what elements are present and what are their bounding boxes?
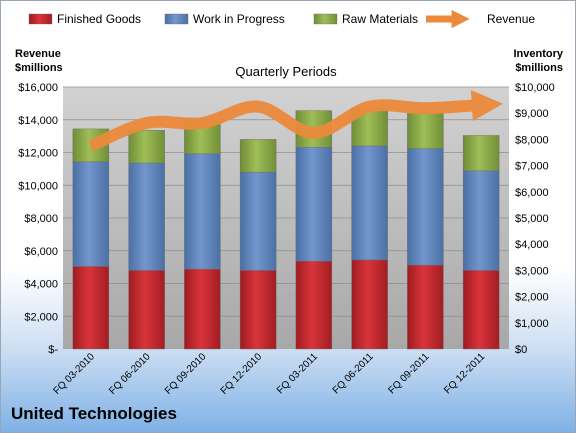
x-tick-label: FQ 09-2011 <box>387 351 432 396</box>
bar-work-in-progress <box>128 162 165 271</box>
right-tick-label: $5,000 <box>515 213 549 225</box>
right-axis-title-line2: $millions <box>515 62 563 74</box>
left-tick-label: $- <box>48 344 58 356</box>
x-tick-label: FQ 03-2011 <box>275 351 320 396</box>
right-tick-label: $3,000 <box>515 265 549 277</box>
left-tick-label: $14,000 <box>18 115 58 127</box>
bar-finished-goods <box>72 266 110 350</box>
left-tick-label: $2,000 <box>24 311 58 323</box>
bar-raw-materials <box>128 130 165 164</box>
bar-finished-goods <box>462 270 500 350</box>
right-tick-label: $9,000 <box>515 108 549 120</box>
bar-finished-goods <box>128 270 165 350</box>
left-tick-label: $10,000 <box>18 180 58 192</box>
bar-finished-goods <box>184 268 221 350</box>
left-tick-label: $4,000 <box>24 279 58 291</box>
left-axis-title-line2: $millions <box>15 62 63 74</box>
bar-finished-goods <box>239 270 277 350</box>
x-axis-labels: FQ 03-2010 FQ 06-2010 FQ 09-2010 FQ 12-2010… <box>51 351 487 397</box>
legend-label: Finished Goods <box>57 12 141 26</box>
bar-finished-goods <box>407 264 444 350</box>
bar-work-in-progress <box>72 161 110 267</box>
left-tick-label: $6,000 <box>24 246 58 258</box>
right-tick-label: $10,000 <box>515 82 555 94</box>
x-tick-label: FQ 12-2010 <box>219 351 265 397</box>
left-axis-title-line1: Revenue <box>15 48 61 60</box>
bar-finished-goods <box>351 259 388 350</box>
legend-label: Raw Materials <box>342 12 418 26</box>
right-axis-title-line1: Inventory <box>513 48 563 60</box>
right-tick-label: $1,000 <box>515 318 549 330</box>
legend-swatch-work-in-progress <box>164 13 189 25</box>
bar-work-in-progress <box>184 153 221 270</box>
company-name: United Technologies <box>11 404 177 423</box>
bar-work-in-progress <box>462 170 500 271</box>
bar-raw-materials <box>407 111 444 149</box>
right-tick-label: $0 <box>515 344 527 356</box>
revenue-line <box>88 89 503 152</box>
right-axis-ticks: $10,000 $9,000 $8,000 $7,000 $6,000 $5,000 $4,… <box>515 82 555 356</box>
right-tick-label: $6,000 <box>515 187 549 199</box>
bar-raw-materials <box>462 135 500 172</box>
chart-subtitle: Quarterly Periods <box>235 64 337 79</box>
right-tick-label: $8,000 <box>515 134 549 146</box>
left-tick-label: $12,000 <box>18 148 58 160</box>
bar-raw-materials <box>239 139 277 173</box>
legend-label: Revenue <box>487 12 535 26</box>
bar-work-in-progress <box>295 147 333 262</box>
right-tick-label: $7,000 <box>515 161 549 173</box>
x-tick-label: FQ 09-2010 <box>163 351 209 397</box>
x-tick-label: FQ 03-2010 <box>51 351 97 397</box>
left-tick-label: $16,000 <box>18 82 58 94</box>
bar-work-in-progress <box>351 145 388 261</box>
legend-label: Work in Progress <box>193 12 285 26</box>
x-tick-label: FQ 06-2011 <box>331 351 376 396</box>
revenue-line-path <box>88 89 503 152</box>
legend: Finished Goods Work in Progress Raw Materi… <box>28 9 535 29</box>
bar-work-in-progress <box>407 148 444 266</box>
bar-work-in-progress <box>239 171 277 271</box>
right-tick-label: $4,000 <box>515 239 549 251</box>
left-tick-label: $8,000 <box>24 213 58 225</box>
right-tick-label: $2,000 <box>515 292 549 304</box>
legend-swatch-raw-materials <box>313 13 338 25</box>
left-axis-ticks: $16,000 $14,000 $12,000 $10,000 $8,000 $6,000… <box>18 82 58 356</box>
x-tick-label: FQ 12-2011 <box>442 351 487 396</box>
bar-finished-goods <box>295 261 333 350</box>
x-tick-label: FQ 06-2010 <box>107 351 153 397</box>
legend-swatch-finished-goods <box>28 13 53 25</box>
